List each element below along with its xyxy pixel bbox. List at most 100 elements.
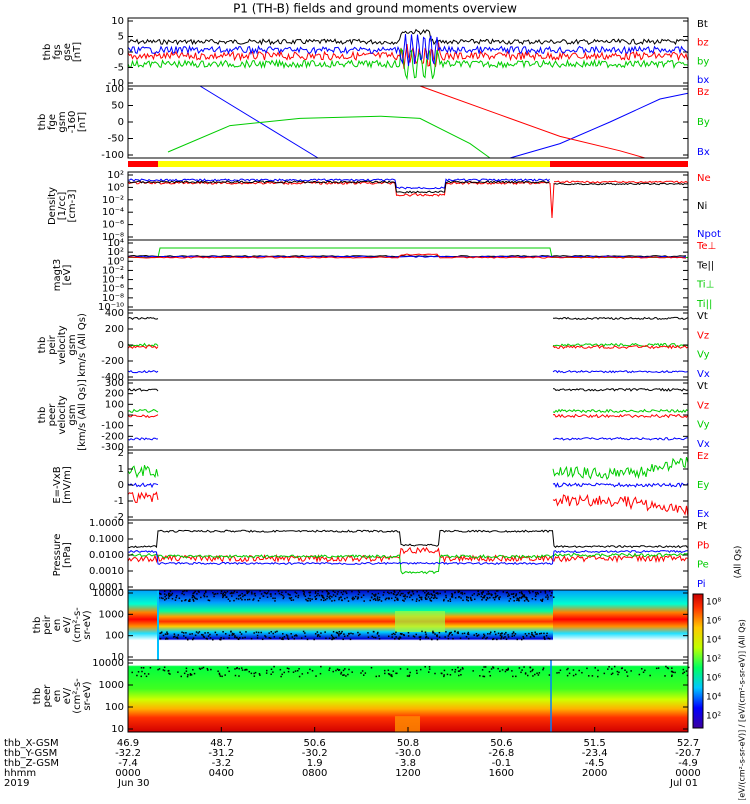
speckle xyxy=(607,668,609,670)
speckle xyxy=(399,632,402,635)
legend-entry: Pb xyxy=(697,540,709,551)
speckle xyxy=(305,598,307,601)
speckle xyxy=(180,675,182,678)
speckle xyxy=(459,637,462,639)
speckle xyxy=(205,591,207,593)
speckle xyxy=(328,637,331,640)
speckle xyxy=(396,598,398,601)
speckle xyxy=(239,631,241,634)
speckle xyxy=(260,631,262,634)
speckle xyxy=(163,593,166,595)
speckle xyxy=(259,597,261,599)
speckle xyxy=(515,595,517,597)
x-row-value: 0800 xyxy=(302,768,327,779)
speckle xyxy=(483,595,485,598)
speckle xyxy=(348,633,350,635)
speckle xyxy=(411,590,414,593)
legend-entry: Ti|| xyxy=(696,299,712,310)
speckle xyxy=(198,667,201,670)
speckle xyxy=(265,592,268,595)
speckle xyxy=(304,635,307,638)
y-axis-label: gsm xyxy=(67,404,78,425)
speckle xyxy=(525,596,527,599)
speckle xyxy=(534,631,536,634)
y-tick-label: 0 xyxy=(118,340,124,351)
speckle xyxy=(626,675,629,677)
speckle xyxy=(451,596,454,598)
speckle xyxy=(445,631,447,633)
speckle xyxy=(266,669,268,672)
speckle xyxy=(143,672,146,675)
speckle xyxy=(343,635,346,638)
y-tick-label: 100 xyxy=(105,631,124,642)
speckle xyxy=(459,668,462,671)
speckle xyxy=(374,598,376,600)
speckle xyxy=(449,632,452,634)
speckle xyxy=(506,591,509,594)
speckle xyxy=(159,637,162,640)
y-axis-label: thb xyxy=(32,617,43,634)
speckle xyxy=(378,596,381,599)
speckle xyxy=(393,593,395,596)
speckle xyxy=(419,668,422,671)
speckle xyxy=(321,590,324,593)
legend-entry: Vz xyxy=(697,330,709,341)
speckle xyxy=(496,590,499,592)
speckle xyxy=(422,590,425,592)
speckle xyxy=(304,595,307,598)
speckle xyxy=(199,668,202,670)
speckle xyxy=(348,668,350,671)
speckle xyxy=(523,596,526,598)
legend-entry: Vy xyxy=(697,350,710,361)
speckle xyxy=(432,630,434,633)
speckle xyxy=(189,673,192,675)
speckle xyxy=(657,667,660,669)
speckle xyxy=(336,668,339,670)
speckle xyxy=(456,632,459,634)
speckle xyxy=(483,633,485,636)
speckle xyxy=(415,669,418,672)
speckle xyxy=(258,673,261,675)
speckle xyxy=(331,636,334,638)
speckle xyxy=(492,638,494,641)
speckle xyxy=(525,634,528,637)
y-axis-label: [1/cc] xyxy=(57,192,68,221)
speckle xyxy=(457,670,460,672)
speckle xyxy=(581,671,583,674)
speckle xyxy=(492,596,495,599)
speckle xyxy=(532,675,534,677)
speckle xyxy=(481,593,483,595)
speckle xyxy=(209,633,211,636)
speckle xyxy=(231,632,234,635)
mode-bar-segment xyxy=(158,161,550,167)
speckle xyxy=(487,633,489,635)
speckle xyxy=(252,599,254,601)
speckle xyxy=(534,592,537,594)
speckle xyxy=(529,592,531,594)
speckle xyxy=(535,593,538,596)
speckle xyxy=(671,674,673,677)
series-Vz xyxy=(552,344,689,350)
speckle xyxy=(402,595,405,598)
speckle xyxy=(517,598,520,600)
speckle xyxy=(222,592,225,595)
speckle xyxy=(163,590,166,592)
y-tick-label: 0 xyxy=(118,117,124,128)
speckle xyxy=(319,672,322,675)
series-bx xyxy=(127,33,688,66)
speckle xyxy=(551,592,553,594)
speckle xyxy=(274,597,276,600)
speckle xyxy=(655,667,658,670)
speckle xyxy=(641,668,643,670)
series-Te xyxy=(127,255,687,258)
speckle xyxy=(269,637,272,639)
speckle xyxy=(407,591,409,594)
speckle xyxy=(534,595,537,597)
panel-data xyxy=(128,590,688,660)
speckle xyxy=(329,597,331,600)
speckle xyxy=(649,674,651,677)
speckle xyxy=(231,591,233,594)
speckle xyxy=(282,597,285,600)
legend-entry: Te|| xyxy=(696,260,714,271)
legend-entry: By xyxy=(697,117,710,128)
